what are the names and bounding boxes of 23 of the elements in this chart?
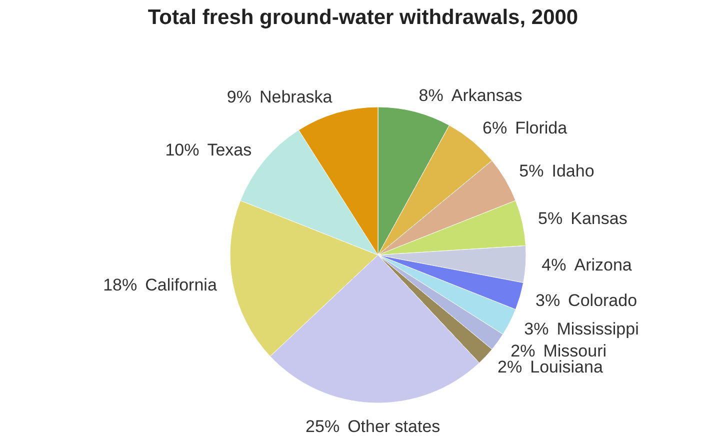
slice-label: Idaho bbox=[552, 162, 594, 181]
slice-label: Mississippi bbox=[556, 319, 639, 338]
slice-label: Kansas bbox=[570, 209, 628, 228]
slice-label: Arizona bbox=[574, 255, 632, 274]
data-label: 18% bbox=[103, 276, 138, 295]
data-label: 8% bbox=[418, 86, 444, 106]
data-label: 3% bbox=[535, 290, 560, 310]
slice-label: Colorado bbox=[568, 290, 638, 310]
data-label: 10% bbox=[165, 140, 200, 160]
chart-title: Total fresh ground-water withdrawals, 2000 bbox=[148, 6, 578, 29]
slice-label: Texas bbox=[207, 140, 252, 160]
data-label: 5% bbox=[519, 162, 544, 181]
slice-label: California bbox=[145, 276, 218, 295]
data-label: 9% bbox=[226, 88, 252, 107]
slice-label: Other states bbox=[348, 416, 440, 436]
slice-label: Nebraska bbox=[259, 88, 333, 107]
slice-label: Florida bbox=[515, 118, 568, 138]
data-label: 6% bbox=[482, 118, 508, 138]
slice-label: Arkansas bbox=[451, 86, 522, 106]
data-label: 25% bbox=[306, 416, 340, 436]
data-label: 3% bbox=[524, 319, 549, 338]
data-label: 5% bbox=[538, 209, 563, 228]
data-label: 4% bbox=[542, 255, 566, 274]
